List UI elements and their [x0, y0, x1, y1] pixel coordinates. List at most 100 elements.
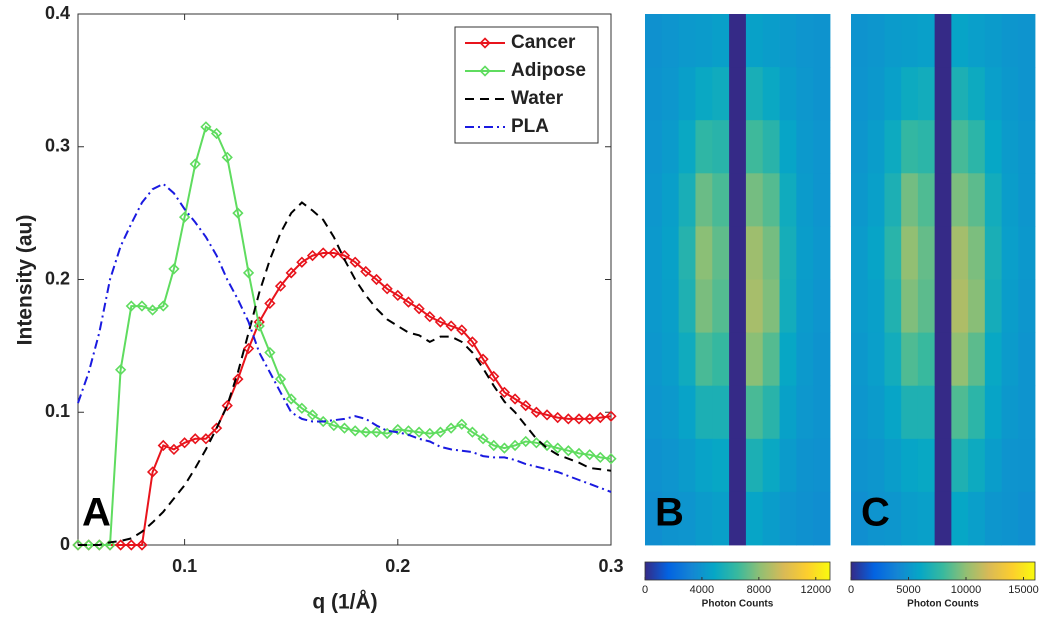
marker: [168, 443, 180, 456]
heatmap-cell: [779, 332, 797, 387]
heatmap-cell: [901, 226, 919, 280]
marker: [146, 466, 159, 478]
heatmap-cell: [968, 491, 986, 546]
heatmap-cell: [729, 226, 747, 280]
marker: [552, 411, 564, 424]
heatmap-cell: [729, 67, 747, 121]
heatmap-cell: [917, 14, 936, 68]
heatmap-cell: [917, 385, 936, 440]
heatmap-cell: [779, 226, 797, 280]
heatmap-cell: [851, 491, 869, 546]
heatmap-cell: [678, 438, 696, 493]
heatmap-cell: [1001, 385, 1019, 440]
marker: [488, 370, 500, 383]
marker: [445, 320, 457, 332]
marker: [178, 211, 191, 223]
colorbar-tick-label: 5000: [896, 584, 920, 596]
heatmap-cell: [867, 438, 885, 493]
marker: [530, 437, 543, 449]
y-axis-label: Intensity (au): [14, 215, 37, 346]
heatmap-cell: [796, 120, 814, 174]
marker: [72, 539, 84, 551]
heatmap-cell: [745, 67, 764, 121]
marker: [552, 442, 564, 454]
heatmap-cell: [779, 67, 797, 121]
heatmap-cell: [1018, 14, 1036, 68]
heatmap-cell: [729, 279, 747, 333]
marker: [381, 283, 393, 295]
heatmap-cell: [901, 279, 919, 333]
heatmap-cell: [884, 385, 902, 440]
heatmap-cell: [968, 332, 986, 387]
heatmap-cell: [951, 279, 969, 333]
heatmap-cell: [695, 385, 713, 440]
marker: [189, 433, 201, 445]
marker: [242, 267, 255, 279]
heatmap-cell: [968, 438, 986, 493]
heatmap-cell: [968, 120, 986, 174]
marker: [477, 353, 489, 365]
heatmap-cell: [762, 173, 780, 227]
marker: [83, 539, 95, 551]
heatmap-cell: [661, 14, 680, 68]
heatmap-cell: [1018, 173, 1036, 227]
marker: [210, 127, 223, 140]
heatmap-cell: [813, 438, 831, 493]
colorbar-tick-label: 4000: [690, 584, 714, 596]
heatmap-cell: [712, 491, 730, 546]
heatmap-cell: [729, 14, 747, 68]
legend-label: PLA: [511, 116, 549, 137]
heatmap-cell: [678, 226, 696, 280]
marker: [349, 425, 361, 437]
marker: [200, 121, 212, 133]
marker: [509, 393, 521, 405]
legend-marker: [479, 37, 491, 49]
heatmap-cell: [851, 173, 869, 227]
heatmap-cell: [851, 120, 869, 174]
heatmap-cell: [678, 173, 696, 227]
heatmap-cell: [779, 14, 797, 68]
y-tick-label: 0.4: [45, 3, 70, 23]
heatmap-cell: [901, 67, 919, 121]
heatmap-cell: [951, 438, 969, 493]
heatmap-cell: [951, 491, 969, 546]
marker: [136, 539, 148, 551]
heatmap-cell: [984, 14, 1002, 68]
heatmap-cell: [762, 332, 780, 387]
marker: [232, 207, 244, 219]
heatmap-cell: [779, 120, 797, 174]
heatmap-cell: [1018, 120, 1036, 174]
heatmap-cell: [934, 332, 952, 387]
heatmap-cell: [661, 332, 680, 387]
marker: [445, 422, 457, 434]
marker: [328, 247, 340, 259]
heatmap-cell: [1001, 332, 1019, 387]
heatmap-cell: [678, 67, 696, 121]
heatmap-cell: [901, 173, 919, 227]
heatmap-cell: [678, 14, 696, 68]
marker: [264, 346, 276, 359]
heatmap-cell: [712, 279, 730, 333]
heatmap-cell: [645, 332, 663, 387]
y-tick-label: 0.2: [45, 268, 70, 288]
heatmap-cell: [796, 332, 814, 387]
marker: [306, 249, 319, 262]
heatmap-cell: [745, 279, 764, 333]
heatmap-cell: [762, 67, 780, 121]
marker: [605, 410, 617, 422]
heatmap-cell: [796, 226, 814, 280]
y-tick-label: 0.3: [45, 136, 70, 156]
marker: [562, 445, 574, 457]
heatmap-cell: [901, 332, 919, 387]
heatmap-cell: [712, 438, 730, 493]
heatmap-cell: [984, 279, 1002, 333]
heatmap-cell: [884, 279, 902, 333]
panel-label: A: [82, 491, 111, 535]
marker: [456, 418, 468, 430]
heatmap-cell: [712, 173, 730, 227]
colorbar-label: Photon Counts: [702, 599, 774, 610]
heatmap-cell: [917, 226, 936, 280]
marker: [370, 426, 383, 438]
heatmap-cell: [917, 67, 936, 121]
